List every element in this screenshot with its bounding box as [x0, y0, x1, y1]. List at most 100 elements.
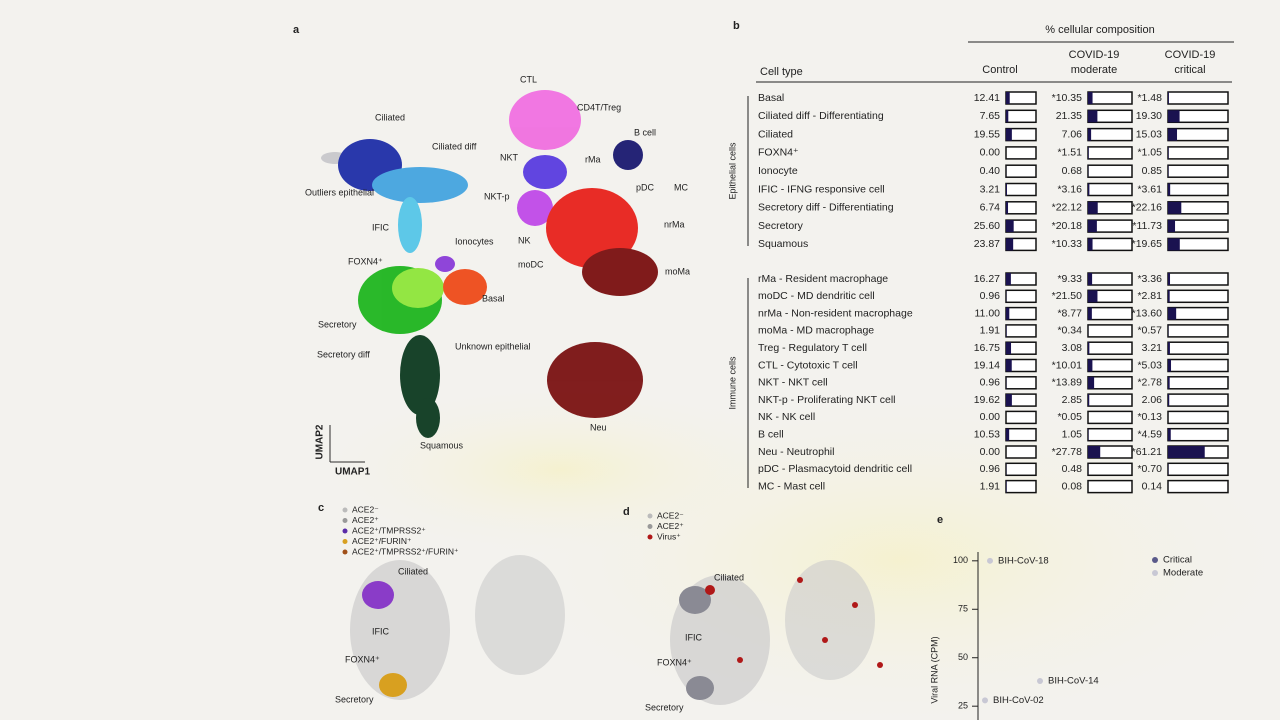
- percent-value: *10.33: [1052, 238, 1083, 250]
- bar-box: [1167, 358, 1229, 373]
- bar-fill: [1088, 146, 1089, 159]
- bar-box: [1167, 306, 1229, 321]
- legend-label: ACE2⁺/TMPRSS2⁺/FURIN⁺: [352, 546, 459, 556]
- bar-box: [1005, 376, 1037, 390]
- bar-fill: [1168, 110, 1180, 123]
- point-label: BIH-CoV-02: [993, 695, 1044, 706]
- percent-value: *10.01: [1052, 359, 1083, 371]
- cell-type: Squamous: [758, 238, 808, 250]
- percent-value: *22.16: [1132, 202, 1163, 214]
- percent-value: 0.00: [980, 446, 1001, 458]
- cell-type: Treg - Regulatory T cell: [758, 342, 867, 354]
- cluster-label: Squamous: [420, 440, 464, 450]
- percent-value: 0.48: [1062, 463, 1083, 475]
- cell-type: NKT-p - Proliferating NKT cell: [758, 394, 896, 406]
- percent-value: *4.59: [1137, 428, 1162, 440]
- bar-fill: [1168, 290, 1170, 303]
- percent-value: *0.05: [1057, 411, 1082, 423]
- percent-value: *1.48: [1137, 92, 1162, 104]
- percent-value: 0.96: [980, 290, 1001, 302]
- bar-fill: [1006, 359, 1012, 372]
- cluster-label: FOXN4⁺: [348, 256, 383, 266]
- bar-box: [1167, 272, 1229, 286]
- cluster-label: moMa: [665, 266, 690, 276]
- legend-label: ACE2⁺/FURIN⁺: [352, 536, 412, 546]
- bar-box: [1167, 410, 1229, 425]
- bar-box: [1005, 462, 1037, 477]
- y-tick-label: 50: [958, 652, 968, 662]
- percent-value: *13.89: [1052, 377, 1083, 389]
- cluster-label: Unknown epithelial: [455, 341, 531, 351]
- legend-dot: [342, 507, 348, 513]
- percent-value: *3.61: [1137, 183, 1162, 195]
- bar-box: [1167, 393, 1229, 407]
- percent-value: 2.85: [1062, 394, 1083, 406]
- percent-value: 3.21: [980, 183, 1001, 195]
- cell-type: Basal: [758, 92, 784, 104]
- bar-box: [1167, 341, 1229, 355]
- bar-box: [1167, 479, 1229, 494]
- legend-dot: [342, 528, 348, 534]
- percent-value: 15.03: [1136, 128, 1162, 140]
- bar-box: [1167, 324, 1229, 338]
- bar-fill: [1006, 342, 1012, 355]
- umap-small-d: [670, 560, 883, 705]
- y-tick-label: 100: [953, 555, 968, 565]
- cell-type: rMa - Resident macrophage: [758, 273, 888, 285]
- bar-box: [1087, 410, 1133, 425]
- cluster-label: Ciliated: [398, 566, 428, 576]
- cluster-label: Secretory: [645, 702, 684, 712]
- cluster-label: rMa: [585, 154, 601, 164]
- bar-fill: [1006, 110, 1009, 123]
- bar-box: [1087, 182, 1133, 197]
- percent-value: 10.53: [974, 428, 1000, 440]
- axis-label: UMAP1: [335, 467, 370, 478]
- cluster-label: Ciliated: [375, 112, 405, 122]
- bar-fill: [1006, 273, 1011, 285]
- bar-box: [1087, 127, 1133, 142]
- bar-box: [1087, 91, 1133, 105]
- bar-box: [1005, 201, 1037, 215]
- cluster-label: FOXN4⁺: [657, 657, 692, 667]
- cluster-label: CD4T/Treg: [577, 102, 621, 112]
- percent-value: *27.78: [1052, 446, 1083, 458]
- panel-label: a: [293, 24, 300, 36]
- cell-type: Ciliated: [758, 128, 793, 140]
- percent-value: *0.70: [1137, 463, 1162, 475]
- cluster-label: MC: [674, 182, 688, 192]
- percent-value: *2.78: [1137, 377, 1162, 389]
- percent-value: *0.13: [1137, 411, 1162, 423]
- data-point: [1037, 677, 1043, 684]
- cluster-label: B cell: [634, 127, 656, 137]
- bar-fill: [1006, 480, 1007, 493]
- percent-value: 1.91: [980, 325, 1001, 337]
- bar-box: [1087, 393, 1133, 407]
- cluster-label: IFIC: [372, 222, 389, 232]
- legend-dot: [342, 539, 348, 544]
- bar-fill: [1006, 324, 1007, 337]
- percent-value: 1.05: [1062, 428, 1083, 440]
- bar-fill: [1168, 165, 1169, 178]
- umap-small-c: [350, 555, 565, 700]
- cell-type: pDC - Plasmacytoid dendritic cell: [758, 463, 912, 475]
- bar-box: [1005, 164, 1037, 178]
- cluster-label: Outliers epithelial: [305, 187, 374, 197]
- bar-box: [1005, 410, 1037, 425]
- bar-fill: [1088, 128, 1092, 141]
- bar-fill: [1006, 183, 1007, 196]
- bar-fill: [1168, 146, 1169, 159]
- bar-box: [1167, 289, 1229, 304]
- bar-box: [1087, 427, 1133, 442]
- percent-value: 19.55: [974, 128, 1000, 140]
- cell-type: moDC - MD dendritic cell: [758, 290, 875, 302]
- legend-dot: [647, 534, 653, 540]
- bar-box: [1005, 91, 1037, 105]
- cell-type: Ionocyte: [758, 165, 798, 177]
- bar-fill: [1088, 359, 1093, 372]
- percent-value: 0.08: [1062, 480, 1083, 492]
- panel-label: d: [623, 506, 630, 518]
- column-header: critical: [1174, 64, 1205, 76]
- percent-value: *8.77: [1057, 307, 1082, 319]
- percent-value: 7.65: [980, 110, 1001, 122]
- percent-value: *0.34: [1057, 325, 1082, 337]
